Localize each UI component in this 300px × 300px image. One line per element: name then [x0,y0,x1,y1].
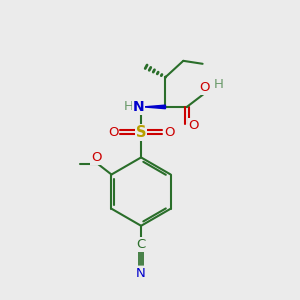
Text: H: H [214,78,224,92]
Text: S: S [136,125,146,140]
Text: H: H [124,100,134,113]
Text: O: O [200,81,210,94]
Text: O: O [108,126,119,139]
Text: O: O [164,126,174,139]
Text: N: N [136,267,146,280]
Text: O: O [92,151,102,164]
Text: N: N [133,100,145,114]
Text: O: O [188,119,199,132]
Text: C: C [136,238,146,251]
Polygon shape [143,105,166,109]
